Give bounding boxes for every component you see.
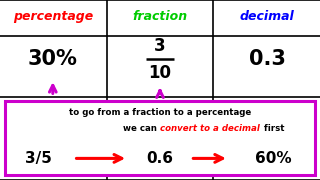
- Text: 0.3: 0.3: [249, 49, 286, 69]
- Text: 3: 3: [154, 37, 166, 55]
- Text: first: first: [261, 124, 284, 133]
- Text: 0.6: 0.6: [147, 151, 173, 166]
- Text: 3/5: 3/5: [25, 151, 52, 166]
- Text: 60%: 60%: [255, 151, 292, 166]
- Text: fraction: fraction: [132, 10, 188, 23]
- Bar: [5, 101, 315, 175]
- Text: 30%: 30%: [28, 49, 78, 69]
- Text: we can: we can: [123, 124, 160, 133]
- Text: percentage: percentage: [13, 10, 93, 23]
- Text: convert to a decimal: convert to a decimal: [160, 124, 260, 133]
- Text: decimal: decimal: [240, 10, 295, 23]
- Text: 10: 10: [148, 64, 172, 82]
- Text: to go from a fraction to a percentage: to go from a fraction to a percentage: [69, 108, 251, 117]
